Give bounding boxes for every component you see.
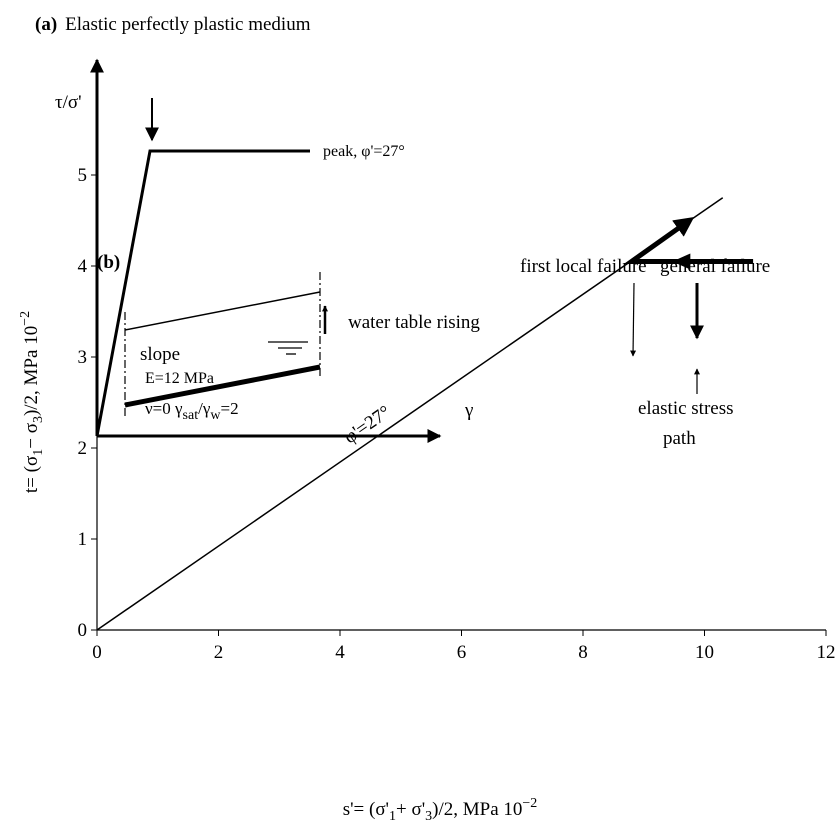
t: /γ xyxy=(198,399,211,418)
peak-label: peak, φ'=27° xyxy=(323,143,405,160)
x-tick-label: 6 xyxy=(457,642,467,663)
first-local-label: first local failure xyxy=(520,256,647,277)
x-tick-label: 8 xyxy=(578,642,588,663)
y-label: t= (σ1− σ3)/2, MPa 10−2 xyxy=(18,311,46,493)
panel-label: (a) xyxy=(35,14,57,35)
t: sat xyxy=(183,408,199,423)
t: 3 xyxy=(425,809,432,824)
t: −2 xyxy=(522,796,537,811)
t: −2 xyxy=(18,311,33,326)
ground-surface xyxy=(124,291,321,331)
y-tick-label: 0 xyxy=(78,620,88,641)
t: s'= (σ' xyxy=(343,799,389,820)
x-tick-label: 4 xyxy=(335,642,345,663)
envelope-label: φ'=27° xyxy=(340,402,394,449)
poisson: ν=0 γsat/γw=2 xyxy=(145,399,239,423)
t: 1 xyxy=(31,449,46,456)
x-label: s'= (σ'1+ σ'3)/2, MPa 10−2 xyxy=(343,796,538,824)
y-tick-label: 5 xyxy=(78,165,88,186)
t: )/2, MPa 10 xyxy=(21,326,42,416)
y-label: τ/σ' xyxy=(55,92,82,113)
arrowhead xyxy=(672,253,691,270)
x-tick-label: 10 xyxy=(695,642,714,663)
line xyxy=(623,217,754,264)
elastic-label: elastic stress xyxy=(638,398,734,419)
panel-label: (b) xyxy=(97,252,120,273)
y-tick-label: 2 xyxy=(78,438,88,459)
x-label: γ xyxy=(464,400,473,421)
elastic-label: path xyxy=(663,428,696,449)
t: ν=0 γ xyxy=(145,399,183,418)
t: + σ' xyxy=(396,799,425,820)
t: )/2, MPa 10 xyxy=(432,799,522,820)
modulus: E=12 MPa xyxy=(145,370,214,387)
slope-inset xyxy=(124,272,328,418)
first-local-arrow xyxy=(630,282,637,357)
slope-label: slope xyxy=(140,344,180,365)
t: t= (σ xyxy=(21,456,42,493)
panel-title: Elastic perfectly plastic medium xyxy=(65,14,311,35)
x-tick-label: 12 xyxy=(817,642,836,663)
water-table xyxy=(124,364,321,408)
line xyxy=(96,197,724,631)
curve xyxy=(95,149,310,437)
y-tick-label: 3 xyxy=(78,347,88,368)
x-tick-label: 0 xyxy=(92,642,102,663)
panel-a: (a) Elastic perfectly plastic medium xyxy=(35,14,311,35)
x-tick-label: 2 xyxy=(214,642,224,663)
t: =2 xyxy=(220,399,238,418)
y-tick-label: 1 xyxy=(78,529,88,550)
t: − σ xyxy=(21,423,42,449)
t: w xyxy=(210,408,221,423)
water-label: water table rising xyxy=(348,312,480,333)
y-tick-label: 4 xyxy=(78,256,88,277)
t: 3 xyxy=(31,416,46,423)
t: 1 xyxy=(389,809,396,824)
